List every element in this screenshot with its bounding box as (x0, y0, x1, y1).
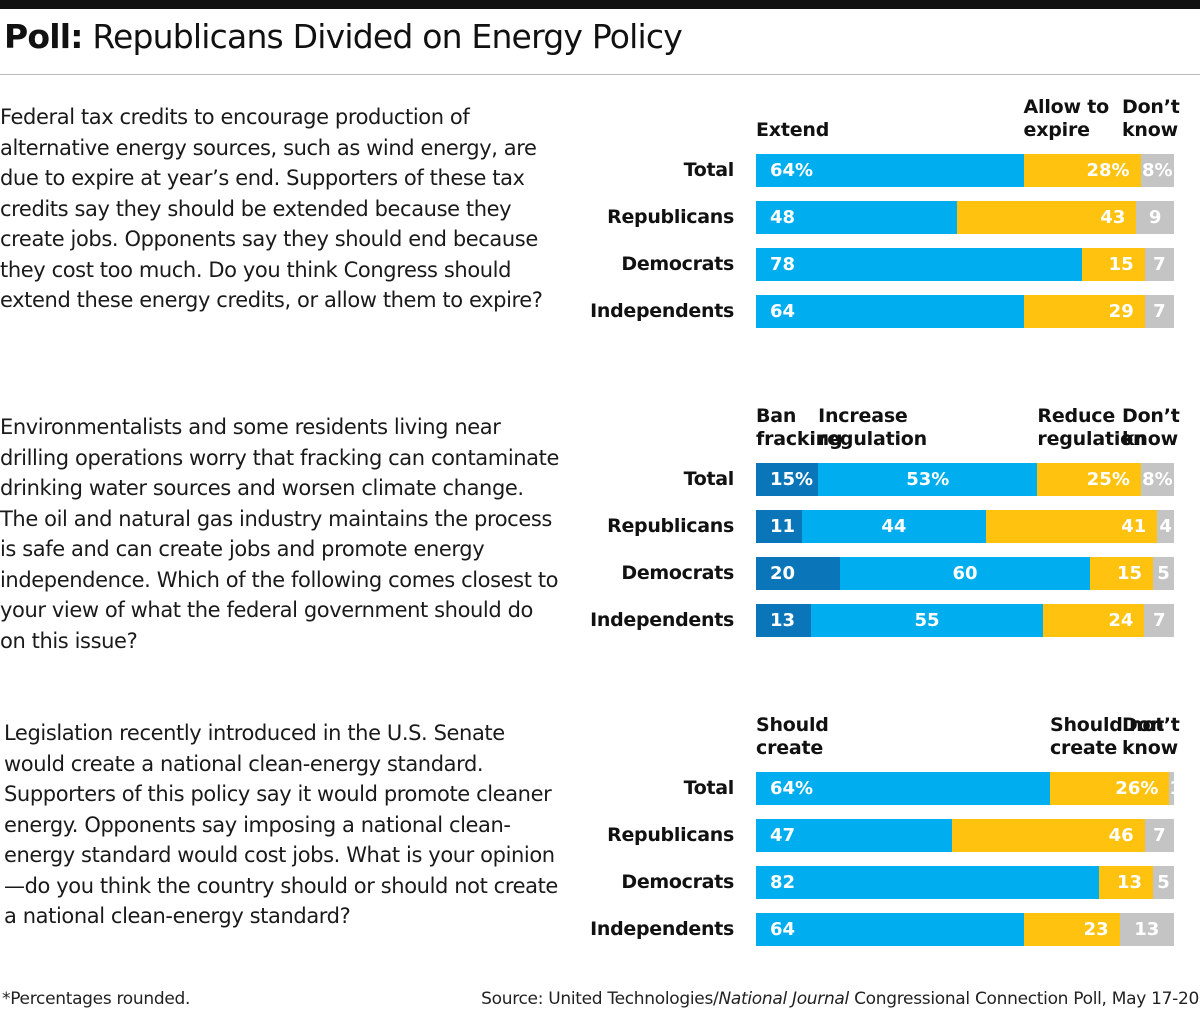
series-header-dont-know: Don’t know (1122, 405, 1180, 450)
bar-segment-ban-fracking: 15% (756, 463, 819, 496)
footnote: *Percentages rounded. (2, 989, 191, 1009)
series-header-extend: Extend (756, 119, 830, 141)
bar-segment-should-create: 64 (756, 913, 1024, 946)
page-title: Poll: Republicans Divided on Energy Poli… (4, 17, 683, 56)
source-prefix: Source: United Technologies/ (481, 989, 719, 1009)
stacked-bar: 47 46 7 (756, 819, 1174, 852)
source-publication: National Journal (718, 989, 849, 1009)
bar-segment-allow-to-expire: 43 (956, 201, 1137, 234)
category-label-independents: Independents (590, 609, 734, 631)
bar-segment-reduce-regulation: 41 (985, 510, 1158, 543)
bar-segment-dont-know: 7 (1144, 248, 1174, 281)
bar-segment-dont-know: 9 (1136, 201, 1174, 234)
bar-segment-dont-know: 7 (1144, 295, 1174, 328)
bar-segment-ban-fracking: 13 (756, 604, 811, 637)
stacked-bar: 64 23 13 (756, 913, 1174, 946)
stacked-bar: 48 43 9 (756, 201, 1174, 234)
bar-segment-dont-know: 13 (1119, 913, 1174, 946)
bar-segment-should-not-create: 26% (1049, 772, 1170, 805)
stacked-bar: 13 55 24 7 (756, 604, 1174, 637)
category-label-republicans: Republicans (607, 515, 734, 537)
category-label-independents: Independents (590, 300, 734, 322)
source-note: Source: United Technologies/National Jou… (481, 989, 1199, 1009)
bar-segment-allow-to-expire: 15 (1082, 248, 1145, 281)
category-label-total: Total (683, 159, 735, 181)
bar-segment-allow-to-expire: 29 (1023, 295, 1145, 328)
question-2-text: Environmentalists and some residents liv… (0, 415, 559, 653)
title-text: Republicans Divided on Energy Policy (82, 17, 682, 56)
title-prefix: Poll: (4, 17, 83, 56)
bar-segment-dont-know: 8% (1140, 154, 1174, 187)
bar-segment-dont-know: 5 (1153, 557, 1174, 590)
bar-segment-increase-regulation: 55 (810, 604, 1044, 637)
category-label-republicans: Republicans (607, 206, 734, 228)
stacked-bar: 64 29 7 (756, 295, 1174, 328)
stacked-bar: 15% 53% 25% 8% (756, 463, 1174, 496)
bar-segment-should-create: 82 (756, 866, 1099, 899)
chart-extend-credits: Extend Allow to expire Don’t know Total 64% 2… (560, 96, 1200, 336)
bar-segment-dont-know: 1% (1169, 772, 1200, 805)
category-label-independents: Independents (590, 918, 734, 940)
bar-segment-extend: 78 (756, 248, 1083, 281)
category-label-republicans: Republicans (607, 824, 734, 846)
bar-segment-reduce-regulation: 25% (1037, 463, 1141, 496)
bar-segment-dont-know: 7 (1144, 604, 1174, 637)
stacked-bar: 20 60 15 5 (756, 557, 1174, 590)
bar-segment-increase-regulation: 60 (839, 557, 1091, 590)
bar-segment-should-not-create: 46 (952, 819, 1145, 852)
question-1-text: Federal tax credits to encourage product… (0, 105, 543, 312)
question-3-text: Legislation recently introduced in the U… (4, 721, 558, 928)
category-label-democrats: Democrats (621, 562, 734, 584)
stacked-bar: 78 15 7 (756, 248, 1174, 281)
stacked-bar: 11 44 41 4 (756, 510, 1174, 543)
category-label-democrats: Democrats (621, 253, 734, 275)
bar-segment-reduce-regulation: 15 (1090, 557, 1154, 590)
bar-segment-should-create: 47 (756, 819, 953, 852)
bar-segment-dont-know: 5 (1153, 866, 1174, 899)
bar-segment-allow-to-expire: 28% (1023, 154, 1141, 187)
bar-segment-should-create: 64% (756, 772, 1050, 805)
series-header-dont-know: Don’t know (1122, 96, 1180, 141)
series-header-reduce-regulation: Reduce regulation (1037, 405, 1147, 450)
title-divider (0, 74, 1200, 75)
series-header-should-not-create: Should not create (1049, 714, 1165, 759)
stacked-bar: 82 13 5 (756, 866, 1174, 899)
stacked-bar: 64% 28% 8% (756, 154, 1174, 187)
bar-segment-increase-regulation: 53% (818, 463, 1038, 496)
bar-segment-increase-regulation: 44 (801, 510, 986, 543)
source-suffix: Congressional Connection Poll, May 17-20 (848, 989, 1199, 1009)
series-header-ban-fracking: Ban fracking (756, 405, 843, 450)
category-label-total: Total (683, 777, 735, 799)
bar-segment-dont-know: 4 (1157, 510, 1174, 543)
bar-segment-should-not-create: 23 (1023, 913, 1120, 946)
category-label-democrats: Democrats (621, 871, 734, 893)
bar-segment-ban-fracking: 11 (756, 510, 802, 543)
bar-segment-dont-know: 7 (1144, 819, 1174, 852)
category-label-total: Total (683, 468, 735, 490)
stacked-bar: 64% 26% 1% (756, 772, 1200, 805)
bar-segment-extend: 48 (756, 201, 957, 234)
series-header-should-create: Should create (756, 714, 829, 759)
bar-segment-dont-know: 8% (1140, 463, 1174, 496)
bar-segment-extend: 64% (756, 154, 1024, 187)
bar-segment-ban-fracking: 20 (756, 557, 840, 590)
bar-segment-should-not-create: 13 (1098, 866, 1154, 899)
chart-fracking: Ban fracking Increase regulation Reduce re… (560, 405, 1200, 645)
series-header-allow-to-expire: Allow to expire (1023, 96, 1110, 141)
series-header-dont-know: Don’t know (1122, 714, 1180, 759)
bar-segment-reduce-regulation: 24 (1043, 604, 1145, 637)
top-rule (0, 0, 1200, 9)
chart-clean-energy-standard: Should create Should not create Don’t know… (560, 714, 1200, 954)
series-header-increase-regulation: Increase regulation (818, 405, 927, 450)
bar-segment-extend: 64 (756, 295, 1024, 328)
